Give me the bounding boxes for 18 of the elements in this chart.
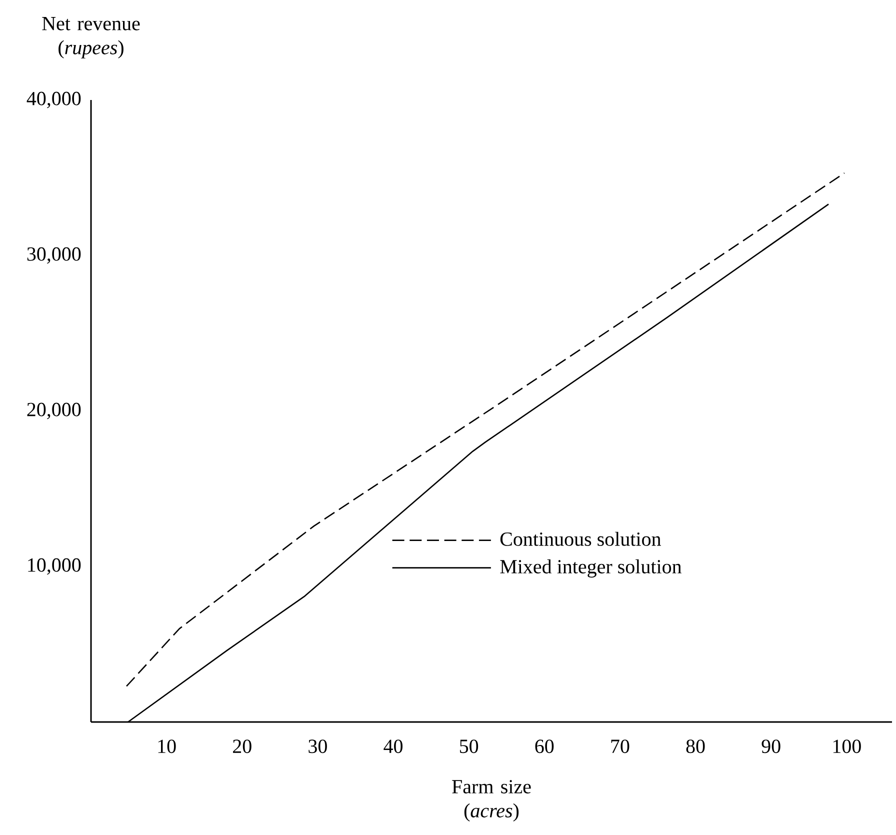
legend-label: Continuous solution [500,532,662,546]
x-tick-label: 80 [686,740,705,754]
x-tick-label: 50 [460,740,478,754]
x-tick-label: 10 [158,740,176,754]
x-tick-label: 30 [308,740,327,754]
y-axis-title: Net revenue (rupees) [42,17,140,58]
y-tick-label: 20,000 [27,402,81,420]
x-tick-label: 90 [762,740,780,754]
x-tick-label: 40 [384,740,403,754]
x-tick-label: 60 [535,740,554,754]
x-tick-label: 70 [611,740,630,754]
y-tick-label: 30,000 [27,247,81,264]
x-tick-label: 20 [233,740,252,754]
legend-label: Mixed integer solution [500,559,682,578]
x-tick-label: 100 [833,740,861,754]
y-tick-label: 40,000 [26,92,81,108]
x-axis-title: Farm size (acres) [452,780,531,822]
y-tick-label: 10,000 [28,558,81,575]
